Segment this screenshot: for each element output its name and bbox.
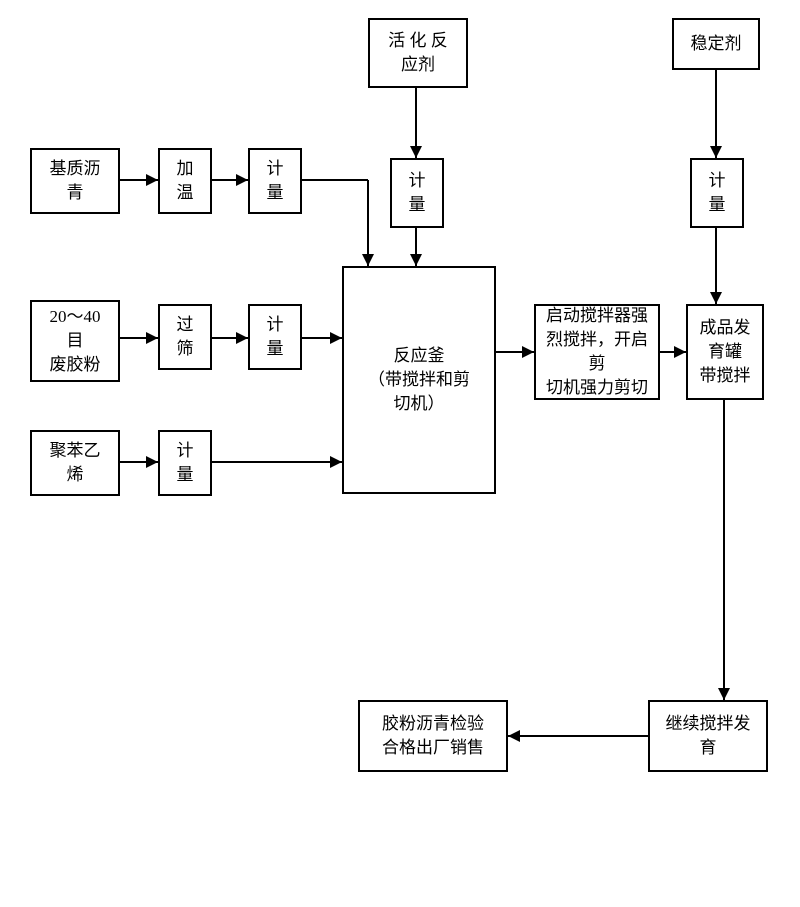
node-measure_act: 计量 — [390, 158, 444, 228]
node-sieve: 过筛 — [158, 304, 212, 370]
node-measure_stab: 计量 — [690, 158, 744, 228]
node-powder: 20～40目废胶粉 — [30, 300, 120, 382]
node-final: 胶粉沥青检验合格出厂销售 — [358, 700, 508, 772]
node-activator: 活 化 反应剂 — [368, 18, 468, 88]
node-polystyrene: 聚苯乙烯 — [30, 430, 120, 496]
node-measure_asp: 计量 — [248, 148, 302, 214]
node-reactor: 反应釜（带搅拌和剪切机） — [342, 266, 496, 494]
node-stir: 启动搅拌器强烈搅拌，开启剪切机强力剪切 — [534, 304, 660, 400]
flowchart-canvas: 活 化 反应剂稳定剂计量计量基质沥青加温计量20～40目废胶粉过筛计量聚苯乙烯计… — [0, 0, 800, 907]
node-measure_ps: 计量 — [158, 430, 212, 496]
node-tank: 成品发育罐带搅拌 — [686, 304, 764, 400]
node-continue: 继续搅拌发育 — [648, 700, 768, 772]
node-heat: 加温 — [158, 148, 212, 214]
node-asphalt: 基质沥青 — [30, 148, 120, 214]
node-measure_pow: 计量 — [248, 304, 302, 370]
node-stabilizer: 稳定剂 — [672, 18, 760, 70]
